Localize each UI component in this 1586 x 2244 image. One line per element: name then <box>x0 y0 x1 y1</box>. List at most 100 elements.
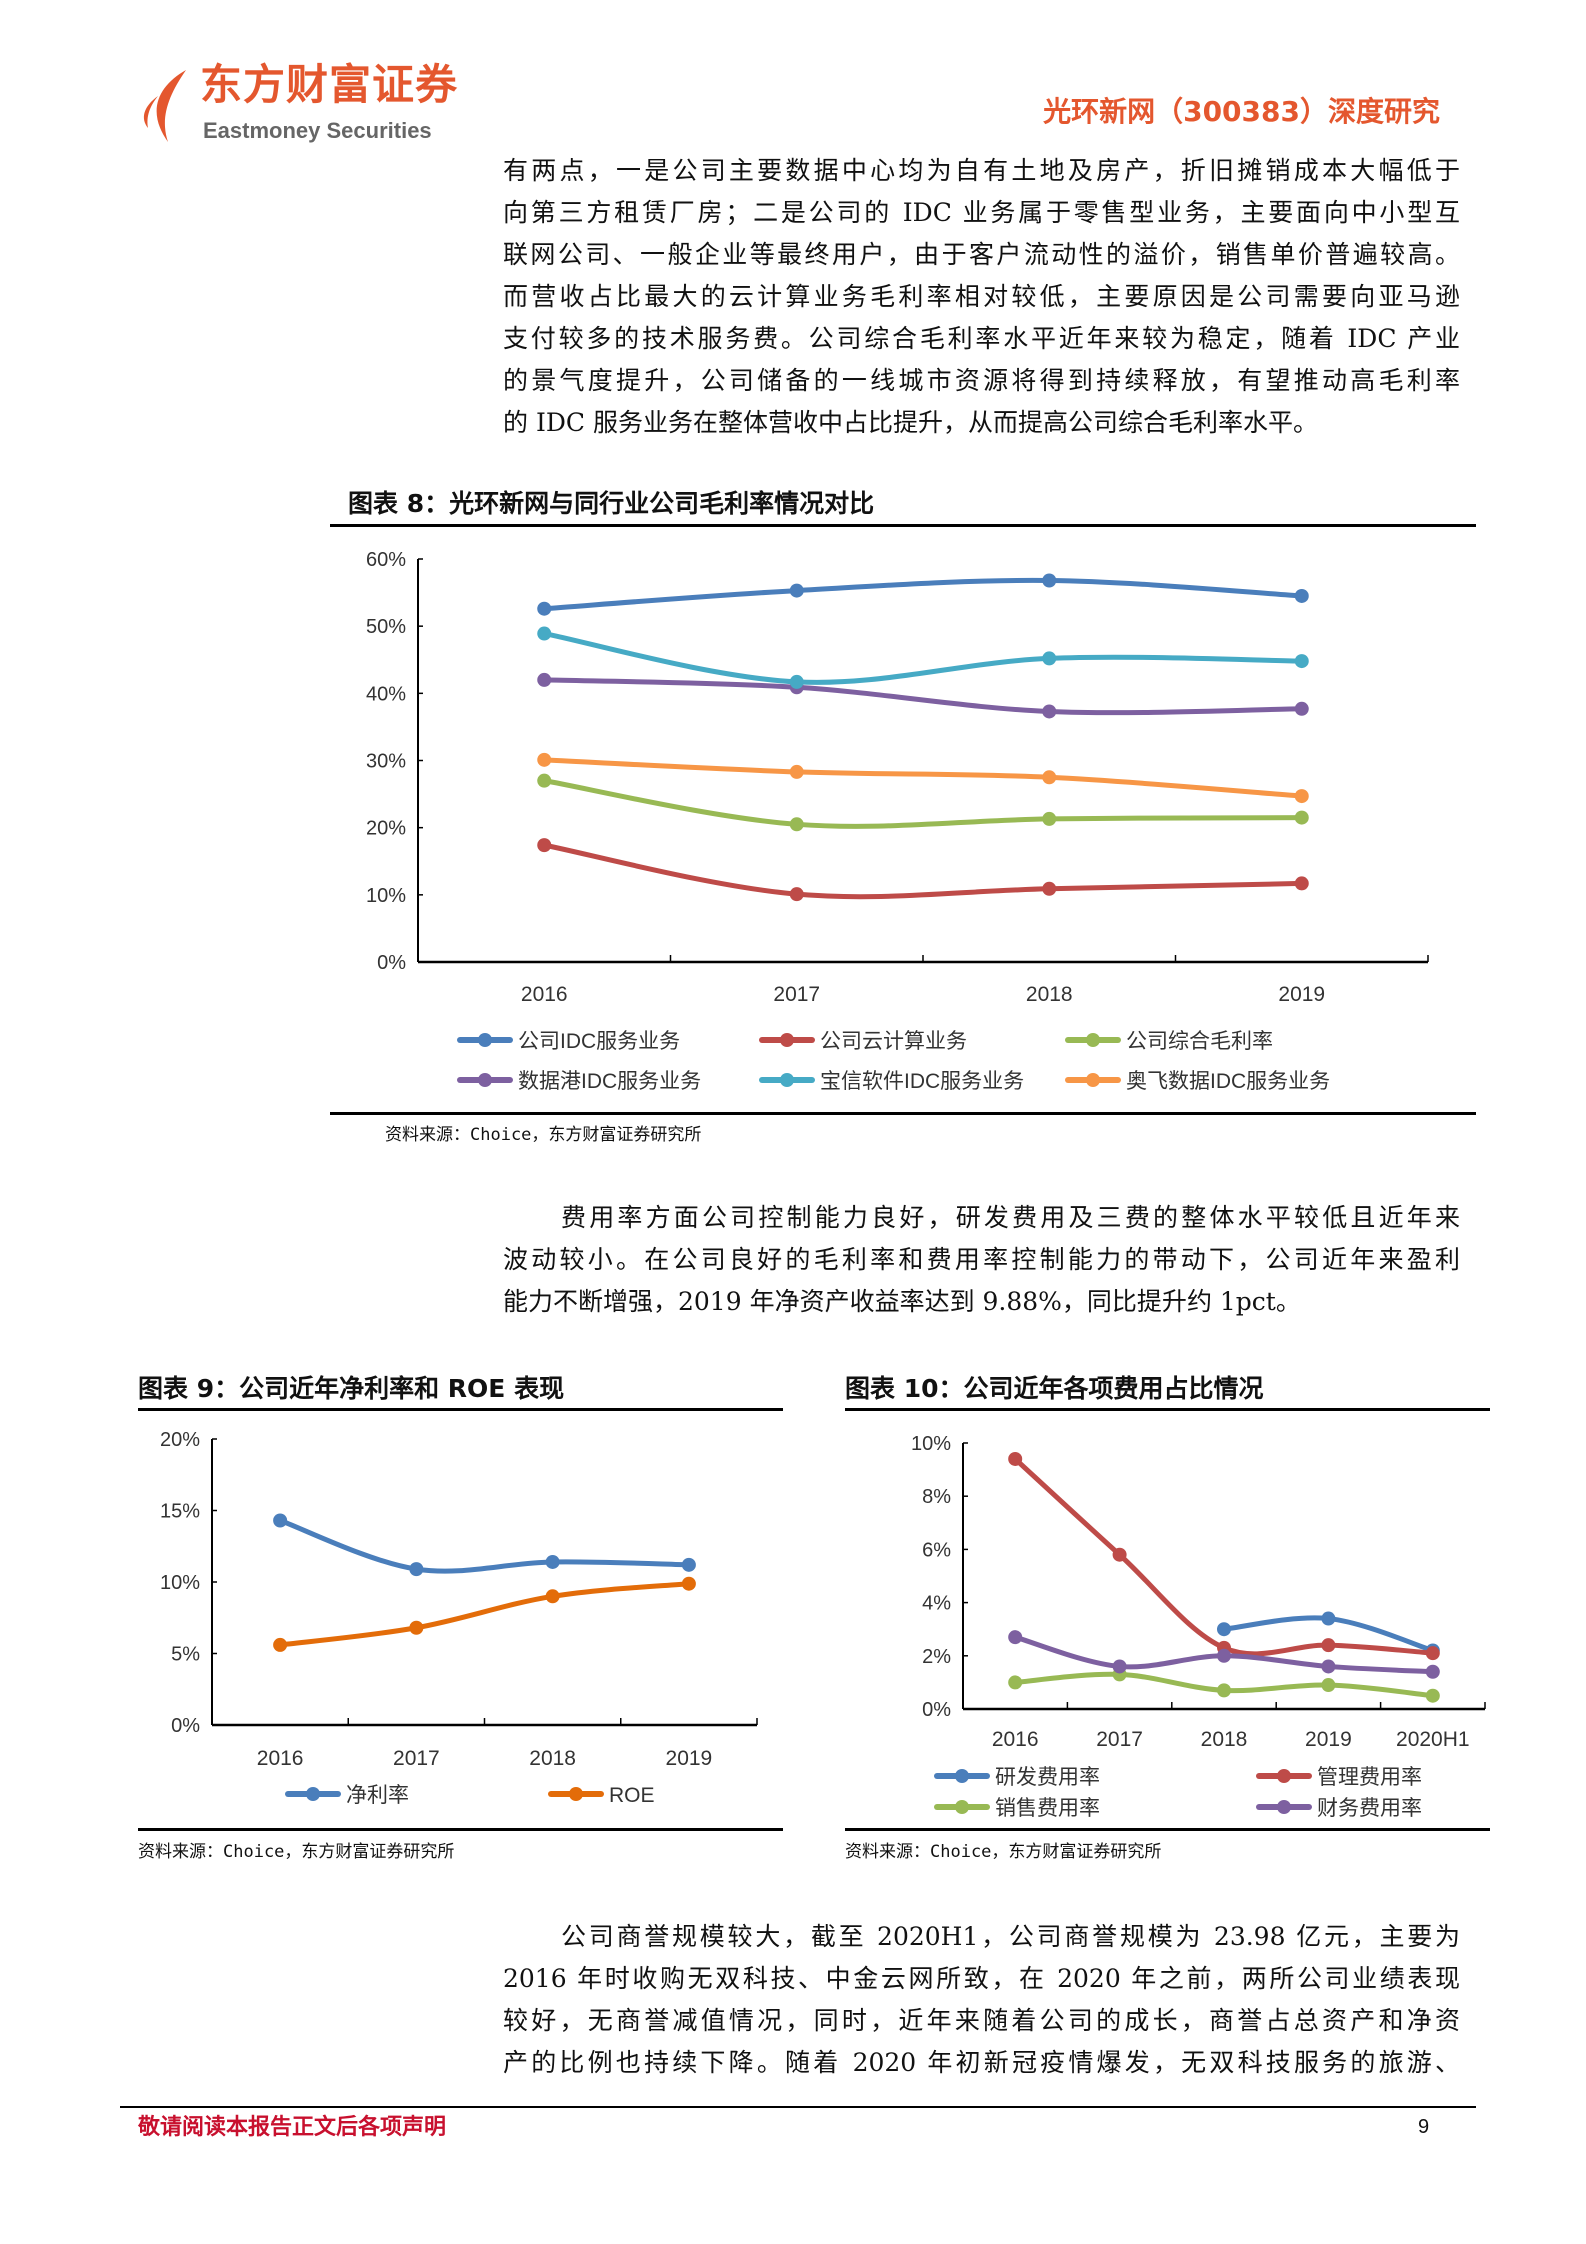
x-tick-label: 2018 <box>529 1747 576 1770</box>
y-tick-label: 10% <box>160 1572 200 1594</box>
x-tick-label: 2019 <box>666 1747 713 1770</box>
x-tick-label: 2018 <box>1201 1728 1248 1751</box>
data-point <box>1112 1547 1127 1562</box>
figure-10-source: 资料来源：Choice，东方财富证券研究所 <box>845 1842 1162 1862</box>
series-奥飞数据IDC服务业务 <box>537 752 1309 804</box>
legend-label: 奥飞数据IDC服务业务 <box>1126 1070 1330 1093</box>
figure-8-top-rule <box>330 524 1476 527</box>
series-line <box>541 757 1305 799</box>
series-line <box>541 778 1305 829</box>
legend-label: 公司综合毛利率 <box>1126 1030 1273 1053</box>
data-point <box>1008 1451 1023 1466</box>
data-point <box>273 1513 288 1528</box>
series-公司云计算业务 <box>537 838 1309 902</box>
text-line: 向第三方租赁厂房；二是公司的 IDC 业务属于零售型业务，主要面向中小型互 <box>503 198 1460 227</box>
legend-label: 研发费用率 <box>995 1766 1100 1789</box>
legend-item: 管理费用率 <box>1256 1766 1422 1789</box>
data-point <box>789 887 804 902</box>
y-tick-label: 8% <box>922 1486 951 1508</box>
legend-item: 宝信软件IDC服务业务 <box>759 1070 1024 1093</box>
data-point <box>545 1554 560 1569</box>
series-宝信软件IDC服务业务 <box>537 626 1309 689</box>
series-销售费用率 <box>1008 1667 1440 1703</box>
body-paragraph-3: 公司商誉规模较大，截至 2020H1，公司商誉规模为 23.98 亿元，主要为 … <box>503 1916 1460 2084</box>
data-point <box>789 674 804 689</box>
body-paragraph-2: 费用率方面公司控制能力良好，研发费用及三费的整体水平较低且近年来 波动较小。在公… <box>503 1197 1460 1323</box>
text-line: 的 IDC 服务业务在整体营收中占比提升，从而提高公司综合毛利率水平。 <box>503 408 1318 437</box>
figure-9-chart: 0% 5% 10% 15% 20% 2016 2017 2018 2019 净利率 ROE <box>160 1429 758 1807</box>
figure-9-top-rule <box>138 1408 783 1411</box>
data-point <box>1042 881 1057 896</box>
data-point <box>789 764 804 779</box>
figure-9-source: 资料来源：Choice，东方财富证券研究所 <box>138 1842 455 1862</box>
data-point <box>1042 573 1057 588</box>
text-line: 支付较多的技术服务费。公司综合毛利率水平近年来较为稳定，随着 IDC 产业 <box>503 324 1460 353</box>
x-tick-label: 2016 <box>257 1747 304 1770</box>
legend-label: 销售费用率 <box>995 1797 1100 1820</box>
y-tick-label: 10% <box>911 1433 951 1455</box>
text-line: 有两点，一是公司主要数据中心均为自有土地及房产，折旧摊销成本大幅低于 <box>503 156 1460 185</box>
y-tick-label: 4% <box>922 1593 951 1615</box>
data-point <box>1217 1622 1231 1637</box>
series-净利率 <box>273 1513 696 1577</box>
logo-text-en: Eastmoney Securities <box>203 118 432 143</box>
logo-flame-icon <box>143 70 186 142</box>
footer-rule <box>120 2106 1476 2108</box>
report-title: 光环新网（300383）深度研究 <box>1043 95 1440 128</box>
legend-item: 财务费用率 <box>1256 1797 1422 1820</box>
data-point <box>1042 811 1057 826</box>
legend-label: 管理费用率 <box>1317 1766 1422 1789</box>
figure-10-bottom-rule <box>845 1828 1490 1831</box>
x-tick-label: 2017 <box>393 1747 440 1770</box>
legend-label: ROE <box>609 1784 655 1807</box>
text-line: 能力不断增强，2019 年净资产收益率达到 9.88%，同比提升约 1pct。 <box>503 1287 1301 1316</box>
data-point <box>545 1589 560 1604</box>
y-tick-label: 6% <box>922 1539 951 1561</box>
text-line: 而营收占比最大的云计算业务毛利率相对较低，主要原因是公司需要向亚马逊 <box>503 282 1460 311</box>
y-tick-label: 0% <box>922 1699 951 1721</box>
data-point <box>409 1620 424 1635</box>
logo-text-cn: 东方财富证券 <box>200 60 459 109</box>
legend-label: 财务费用率 <box>1317 1797 1422 1820</box>
legend-marker <box>306 1787 320 1801</box>
data-point <box>1321 1678 1336 1693</box>
legend-marker <box>955 1800 969 1814</box>
legend-item: 奥飞数据IDC服务业务 <box>1065 1070 1330 1093</box>
data-point <box>1042 651 1057 666</box>
y-tick-label: 20% <box>160 1429 200 1451</box>
legend-item: 公司IDC服务业务 <box>457 1030 680 1053</box>
series-line <box>541 842 1305 900</box>
text-line: 联网公司、一般企业等最终用户，由于客户流动性的溢价，销售单价普遍较高。 <box>503 240 1460 269</box>
y-tick-label: 10% <box>366 885 406 907</box>
series-公司综合毛利率 <box>537 773 1309 832</box>
data-point <box>1294 701 1309 716</box>
data-point <box>1042 770 1057 785</box>
y-tick-label: 2% <box>922 1646 951 1668</box>
data-point <box>1425 1688 1440 1703</box>
logo <box>138 66 198 150</box>
legend-item: 公司云计算业务 <box>759 1030 967 1053</box>
data-point <box>1008 1630 1023 1645</box>
legend-marker <box>1086 1073 1100 1087</box>
legend-item: ROE <box>548 1784 655 1807</box>
series-line <box>277 1581 692 1648</box>
data-point <box>1294 588 1309 603</box>
legend-item: 净利率 <box>285 1784 409 1807</box>
data-point <box>537 773 552 788</box>
legend-label: 公司IDC服务业务 <box>518 1030 680 1053</box>
data-point <box>789 817 804 832</box>
legend-marker <box>955 1769 969 1783</box>
legend-marker <box>780 1033 794 1047</box>
legend-label: 净利率 <box>346 1784 409 1807</box>
text-line: 的景气度提升，公司储备的一线城市资源将得到持续释放，有望推动高毛利率 <box>503 366 1460 395</box>
x-tick-label: 2018 <box>1026 983 1073 1006</box>
series-line <box>541 631 1305 685</box>
y-tick-label: 0% <box>377 952 406 974</box>
y-tick-label: 30% <box>366 751 406 773</box>
data-point <box>1008 1675 1023 1690</box>
text-line: 产的比例也持续下降。随着 2020 年初新冠疫情爆发，无双科技服务的旅游、 <box>503 2048 1460 2077</box>
y-tick-label: 0% <box>171 1715 200 1737</box>
legend-marker <box>1277 1769 1291 1783</box>
text-line: 费用率方面公司控制能力良好，研发费用及三费的整体水平较低且近年来 <box>561 1203 1460 1232</box>
series-数据港IDC服务业务 <box>537 672 1309 719</box>
